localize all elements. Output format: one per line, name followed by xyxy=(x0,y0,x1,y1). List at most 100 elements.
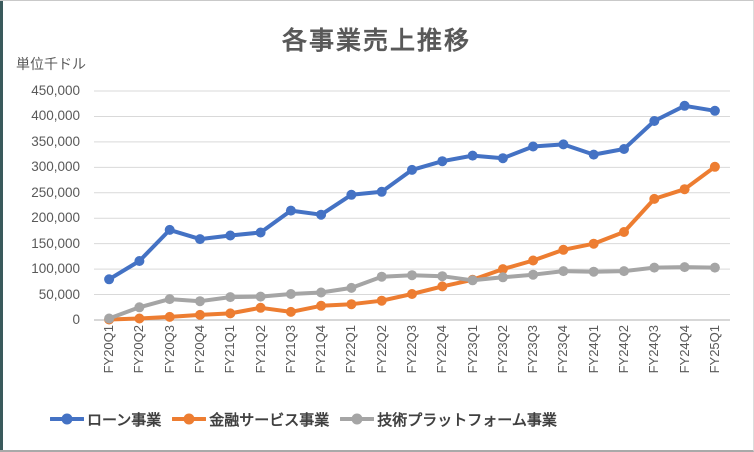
series-2-point-FY23Q3 xyxy=(528,269,539,280)
x-tick-label: FY22Q4 xyxy=(434,325,450,374)
series-1-point-FY21Q1 xyxy=(225,308,236,319)
series-1-point-FY21Q2 xyxy=(255,302,266,313)
y-tick-label: 200,000 xyxy=(31,210,80,226)
series-0-point-FY24Q1 xyxy=(588,149,599,160)
x-tick-label: FY23Q4 xyxy=(555,325,571,374)
series-2-point-FY23Q4 xyxy=(558,266,569,277)
series-1-point-FY20Q4 xyxy=(195,309,205,320)
y-tick-label: 250,000 xyxy=(31,184,80,200)
series-1-point-FY25Q1 xyxy=(709,161,720,172)
series-1-point-FY22Q4 xyxy=(437,281,448,292)
legend-item-1: 金融サービス事業 xyxy=(172,409,329,430)
series-1-point-FY24Q2 xyxy=(619,227,629,237)
series-2-point-FY21Q4 xyxy=(316,287,327,298)
series-0-point-FY20Q2 xyxy=(134,256,145,266)
series-0-point-FY20Q4 xyxy=(195,234,205,245)
series-2-point-FY22Q2 xyxy=(376,271,387,282)
x-tick-label: FY23Q2 xyxy=(494,325,510,374)
series-0-point-FY22Q4 xyxy=(437,156,448,167)
legend-marker-icon xyxy=(50,413,84,425)
legend-marker-icon xyxy=(340,413,375,425)
series-2-point-FY23Q1 xyxy=(467,275,478,286)
series-2-point-FY20Q3 xyxy=(164,294,175,305)
x-tick-label: FY21Q1 xyxy=(222,325,238,374)
y-tick-label: 400,000 xyxy=(31,108,80,124)
x-tick-label: FY20Q1 xyxy=(101,325,117,374)
series-1-point-FY22Q1 xyxy=(346,299,357,310)
series-0-point-FY24Q4 xyxy=(679,100,690,111)
x-tick-label: FY24Q4 xyxy=(676,325,692,374)
x-tick-label: FY21Q4 xyxy=(313,325,329,374)
series-0-point-FY24Q2 xyxy=(619,144,629,154)
series-0-point-FY20Q3 xyxy=(164,224,175,235)
legend-label: ローン事業 xyxy=(87,411,162,429)
series-2-point-FY21Q2 xyxy=(255,291,266,302)
legend-label: 技術プラットフォーム事業 xyxy=(377,411,557,429)
series-0-point-FY25Q1 xyxy=(709,105,720,116)
series-2-point-FY22Q1 xyxy=(346,282,357,293)
series-1-point-FY21Q3 xyxy=(285,306,296,317)
series-0-point-FY20Q1 xyxy=(104,274,115,285)
series-2-point-FY20Q2 xyxy=(134,302,145,313)
x-tick-label: FY21Q2 xyxy=(252,325,268,374)
x-tick-label: FY22Q2 xyxy=(373,325,389,374)
y-tick-label: 450,000 xyxy=(31,83,80,98)
series-1-point-FY23Q3 xyxy=(528,255,539,266)
y-tick-label: 0 xyxy=(72,312,80,327)
x-tick-label: FY24Q2 xyxy=(616,325,631,374)
y-tick-label: 50,000 xyxy=(38,286,80,302)
legend-item-0: ローン事業 xyxy=(50,409,161,430)
y-tick-label: 350,000 xyxy=(31,133,80,149)
series-1-point-FY22Q3 xyxy=(407,289,417,299)
series-2-point-FY21Q1 xyxy=(225,292,236,303)
series-0-point-FY21Q1 xyxy=(225,230,236,241)
x-tick-label: FY20Q2 xyxy=(131,325,147,374)
series-0-point-FY22Q2 xyxy=(376,186,387,197)
series-0-point-FY24Q3 xyxy=(649,116,660,126)
series-1-point-FY21Q4 xyxy=(316,300,327,311)
series-1-point-FY24Q3 xyxy=(649,193,660,204)
x-tick-label: FY21Q3 xyxy=(282,325,298,374)
series-1-point-FY24Q4 xyxy=(679,184,690,195)
series-1-point-FY20Q3 xyxy=(164,311,175,322)
series-0-point-FY21Q4 xyxy=(316,209,327,220)
window-left-edge xyxy=(0,1,3,450)
series-2-point-FY24Q1 xyxy=(588,266,599,277)
series-1-point-FY23Q2 xyxy=(497,264,508,275)
series-1-point-FY20Q2 xyxy=(134,313,145,324)
legend-marker-icon xyxy=(172,413,207,425)
legend-item-2: 技術プラットフォーム事業 xyxy=(340,409,557,430)
series-0-point-FY23Q4 xyxy=(558,139,569,150)
x-tick-label: FY25Q1 xyxy=(706,325,722,374)
chart-legend: ローン事業 金融サービス事業 技術プラットフォーム事業 xyxy=(50,404,557,434)
y-tick-label: 100,000 xyxy=(31,261,80,277)
axis-unit-label: 単位千ドル xyxy=(16,56,86,72)
series-0-point-FY22Q3 xyxy=(407,164,417,175)
series-2-point-FY22Q4 xyxy=(437,271,448,282)
legend-label: 金融サービス事業 xyxy=(209,411,330,429)
series-2-point-FY20Q4 xyxy=(195,296,205,307)
series-0-point-FY22Q1 xyxy=(346,189,357,200)
series-2-point-FY24Q4 xyxy=(679,262,690,273)
series-2-point-FY23Q2 xyxy=(497,272,508,283)
x-tick-label: FY20Q4 xyxy=(192,325,207,374)
series-0-point-FY23Q1 xyxy=(467,150,478,161)
y-tick-label: 150,000 xyxy=(31,235,80,251)
series-2-point-FY25Q1 xyxy=(709,262,720,273)
series-2-point-FY24Q2 xyxy=(619,266,629,277)
series-1-point-FY24Q1 xyxy=(588,238,599,249)
x-tick-label: FY22Q1 xyxy=(343,325,359,374)
chart-title: 各事業売上推移 xyxy=(281,27,471,55)
series-1-point-FY22Q2 xyxy=(376,295,387,306)
series-0-point-FY21Q2 xyxy=(255,227,266,238)
series-0-point-FY23Q2 xyxy=(497,153,508,164)
x-tick-label: FY24Q3 xyxy=(646,325,662,374)
series-2-point-FY22Q3 xyxy=(407,270,417,281)
y-tick-label: 300,000 xyxy=(31,159,80,175)
series-0-point-FY21Q3 xyxy=(285,205,296,216)
x-tick-label: FY23Q1 xyxy=(464,325,480,374)
x-tick-label: FY23Q3 xyxy=(525,325,541,374)
x-tick-label: FY24Q1 xyxy=(585,325,601,374)
